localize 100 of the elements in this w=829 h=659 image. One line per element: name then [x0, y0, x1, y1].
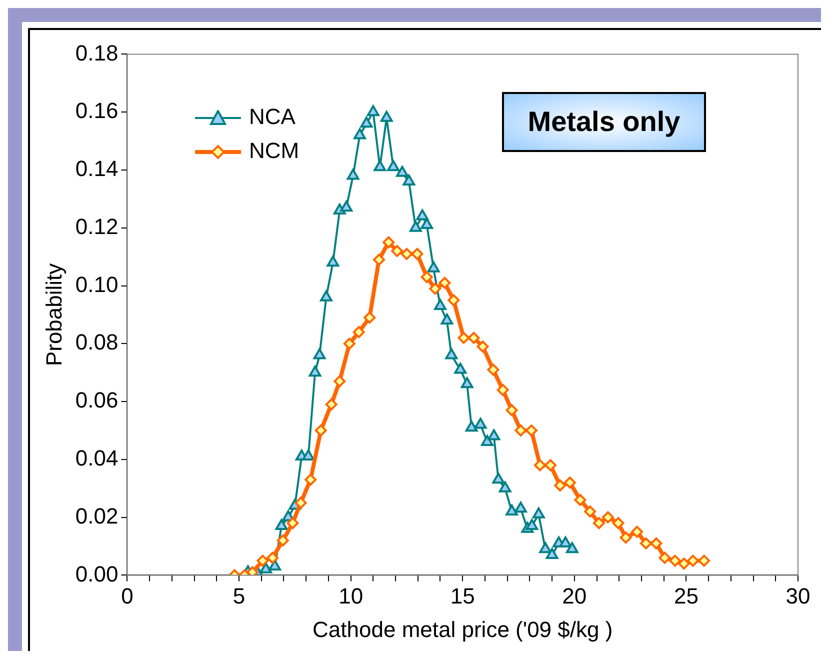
point: [308, 366, 322, 377]
point: [602, 511, 614, 524]
x-axis-title: Cathode metal price ('09 $/kg ): [312, 616, 613, 642]
point: [391, 245, 404, 258]
point: [564, 476, 576, 489]
point: [612, 517, 624, 530]
point: [302, 450, 315, 461]
legend-label: NCA: [249, 104, 296, 129]
point: [566, 542, 578, 554]
point: [374, 160, 386, 172]
x-tick-label: 25: [674, 583, 698, 608]
point: [396, 166, 408, 177]
point: [448, 294, 460, 306]
point: [409, 220, 422, 232]
point: [313, 348, 326, 360]
point: [266, 552, 279, 564]
point: [387, 160, 400, 172]
point: [438, 276, 451, 289]
point: [640, 537, 652, 550]
point: [460, 377, 474, 388]
y-tick-label: 0.18: [75, 40, 118, 66]
point: [669, 554, 682, 567]
point: [440, 313, 454, 324]
point: [514, 502, 527, 513]
point: [532, 507, 545, 518]
y-tick-label: 0.12: [75, 214, 118, 239]
point: [360, 116, 373, 128]
y-tick-label: 0.14: [75, 156, 118, 182]
point: [372, 254, 385, 266]
point: [340, 200, 353, 212]
point: [434, 299, 446, 310]
point: [481, 435, 494, 446]
point: [650, 537, 662, 550]
y-axis-title: Probability: [41, 263, 66, 366]
point: [465, 420, 478, 432]
point: [276, 534, 289, 546]
point: [400, 248, 413, 260]
point: [574, 494, 586, 506]
point: [698, 554, 710, 567]
point: [584, 506, 596, 518]
point: [506, 404, 518, 416]
point: [458, 332, 470, 344]
point: [256, 554, 269, 567]
annotation: Metals only: [502, 92, 706, 152]
point: [506, 504, 518, 516]
point: [526, 518, 538, 530]
point: [678, 558, 690, 570]
y-tick-label: 0.10: [75, 272, 118, 297]
point: [492, 472, 505, 484]
point: [539, 542, 552, 554]
point: [546, 548, 558, 559]
point: [343, 338, 356, 350]
point: [474, 418, 487, 429]
point: [620, 532, 632, 544]
point: [559, 536, 572, 548]
point: [476, 340, 489, 353]
x-tick-label: 5: [232, 583, 246, 608]
point: [686, 554, 699, 567]
x-tick-label: 20: [562, 583, 587, 608]
point: [246, 566, 258, 576]
point: [326, 256, 340, 267]
point: [514, 424, 527, 436]
point: [320, 290, 332, 302]
point: [429, 282, 442, 295]
point: [334, 375, 346, 388]
point: [593, 517, 605, 530]
point: [260, 562, 272, 574]
point: [346, 168, 360, 180]
point: [554, 479, 566, 492]
point: [314, 424, 327, 436]
point: [402, 174, 416, 186]
x-tick-label: 30: [786, 583, 810, 608]
point: [380, 110, 393, 122]
y-tick-label: 0.08: [75, 330, 118, 355]
point: [427, 261, 440, 272]
y-tick-label: 0.06: [75, 388, 118, 413]
legend-label: NCM: [249, 138, 300, 163]
point: [286, 517, 299, 530]
point: [325, 398, 338, 410]
point: [420, 271, 433, 284]
x-tick-label: 10: [338, 583, 364, 608]
point: [498, 481, 512, 492]
y-tick-label: 0.04: [75, 445, 118, 470]
point: [354, 128, 366, 140]
point: [487, 364, 500, 376]
point: [304, 474, 317, 486]
y-tick-label: 0.00: [75, 561, 118, 586]
y-tick-label: 0.02: [75, 503, 118, 528]
point: [275, 518, 288, 530]
point: [416, 209, 429, 220]
point: [658, 552, 671, 564]
point: [445, 348, 458, 360]
point: [468, 332, 480, 344]
point: [496, 384, 509, 396]
point: [454, 362, 467, 374]
point: [544, 459, 556, 472]
point: [534, 459, 546, 472]
x-tick-label: 0: [121, 583, 134, 608]
point: [364, 312, 376, 324]
point: [488, 429, 500, 440]
